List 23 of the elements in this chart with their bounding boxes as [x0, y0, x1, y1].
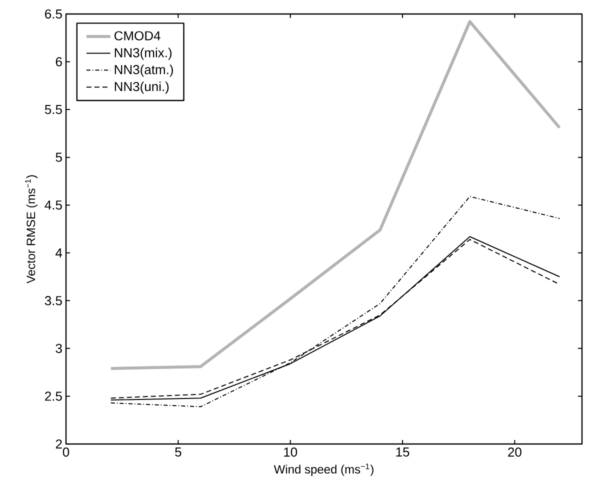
- y-tick-label: 2.5: [45, 392, 62, 401]
- y-tick-label: 2: [56, 439, 62, 449]
- y-tick-label: 6.5: [45, 9, 62, 19]
- x-tick-label: 5: [175, 448, 182, 457]
- legend-label: NN3(uni.): [114, 82, 169, 94]
- x-tick-label: 0: [62, 448, 70, 457]
- y-tick-label: 5.5: [44, 105, 62, 114]
- legend-label: NN3(atm.): [114, 64, 173, 77]
- x-tick-label: 15: [396, 448, 410, 457]
- y-tick-label: 4.5: [44, 200, 62, 210]
- y-tick-label: 3.5: [44, 296, 62, 306]
- line-series: [109, 20, 562, 370]
- y-tick-label: 6: [56, 57, 62, 66]
- legend-label: NN3(mix.): [114, 48, 172, 60]
- y-axis-title: Vector RMSE (ms$^{−1}$): [25, 175, 38, 284]
- x-tick-label: 10: [284, 448, 298, 457]
- y-tick-label: 4: [56, 248, 62, 258]
- x-tick-label: 20: [508, 448, 522, 457]
- line-series: [110, 196, 560, 408]
- x-axis-title: Wind speed (ms$^{−1}$): [274, 464, 374, 476]
- y-tick-label: 5: [56, 152, 62, 162]
- legend-label: CMOD4: [114, 31, 160, 40]
- y-tick-label: 3: [56, 344, 62, 354]
